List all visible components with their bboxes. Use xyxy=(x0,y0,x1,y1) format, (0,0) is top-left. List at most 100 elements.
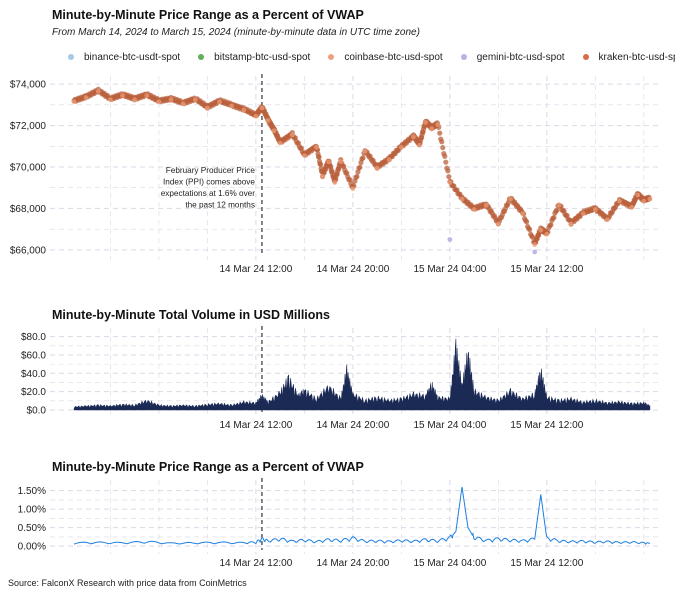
legend: binance-btc-usdt-spot bitstamp-btc-usd-s… xyxy=(68,48,675,66)
chart1-title: Minute-by-Minute Price Range as a Percen… xyxy=(52,8,364,22)
price-point-coinbase xyxy=(641,198,647,204)
price-point xyxy=(439,139,445,145)
price-point xyxy=(443,159,449,165)
range-line xyxy=(73,486,650,545)
price-point xyxy=(527,226,533,233)
legend-label: coinbase-btc-usd-spot xyxy=(344,51,443,63)
annotation-text: Index (PPI) comes above xyxy=(163,178,255,187)
annotation-text: expectations at 1.6% over xyxy=(161,189,255,198)
y-tick-label: $72,000 xyxy=(10,121,47,132)
price-point-coinbase xyxy=(71,99,77,105)
price-point-coinbase xyxy=(192,97,198,103)
price-point-coinbase xyxy=(144,93,150,98)
price-point-coinbase xyxy=(417,142,422,148)
legend-label: kraken-btc-usd-spot xyxy=(598,51,675,63)
y-tick-label: $20.0 xyxy=(21,387,46,398)
price-point xyxy=(524,219,530,225)
price-point xyxy=(551,214,557,221)
x-tick-label: 15 Mar 24 12:00 xyxy=(510,558,583,569)
y-tick-label: $74,000 xyxy=(10,80,47,91)
legend-dot xyxy=(582,54,589,60)
legend-dot xyxy=(460,54,467,60)
price-point-coinbase xyxy=(83,95,89,101)
source-note: Source: FalconX Research with price data… xyxy=(8,578,247,588)
x-tick-label: 14 Mar 24 20:00 xyxy=(316,264,389,275)
x-tick-label: 14 Mar 24 20:00 xyxy=(316,420,389,431)
price-point-coinbase xyxy=(108,97,113,103)
x-tick-label: 15 Mar 24 12:00 xyxy=(510,264,583,275)
volume-area xyxy=(73,338,651,411)
price-point-coinbase xyxy=(617,198,622,204)
price-point-coinbase xyxy=(483,202,489,208)
price-point-coinbase xyxy=(647,196,653,202)
x-tick-label: 14 Mar 24 12:00 xyxy=(219,264,292,275)
price-point-gemini xyxy=(532,249,538,255)
price-point-coinbase xyxy=(568,221,574,227)
price-point xyxy=(437,130,443,136)
price-point-coinbase xyxy=(538,227,544,233)
price-point-coinbase xyxy=(241,107,247,113)
price-point-coinbase xyxy=(447,180,453,185)
price-point-coinbase xyxy=(217,99,222,105)
y-tick-label: $66,000 xyxy=(10,245,47,256)
price-point xyxy=(316,154,322,160)
price-point xyxy=(360,155,366,161)
price-point-coinbase xyxy=(635,192,641,198)
price-point-coinbase xyxy=(605,217,610,223)
price-point-coinbase xyxy=(532,242,538,248)
price-point-coinbase xyxy=(398,144,404,150)
y-tick-label: $80.0 xyxy=(21,332,46,343)
price-point-coinbase xyxy=(580,211,586,217)
price-point-coinbase xyxy=(168,97,174,103)
price-point-coinbase xyxy=(205,105,210,111)
price-point xyxy=(445,168,451,174)
x-tick-label: 15 Mar 24 12:00 xyxy=(510,420,583,431)
y-tick-label: $40.0 xyxy=(21,369,46,380)
price-point-coinbase xyxy=(423,120,429,125)
price-point-coinbase xyxy=(629,204,635,210)
legend-item: binance-btc-usdt-spot xyxy=(68,52,180,63)
price-point xyxy=(354,173,360,180)
legend-item: coinbase-btc-usd-spot xyxy=(328,51,443,63)
price-point-coinbase xyxy=(374,165,380,171)
price-point-coinbase xyxy=(156,99,162,105)
chart3-title: Minute-by-Minute Price Range as a Percen… xyxy=(52,460,364,474)
y-tick-label: $70,000 xyxy=(10,163,47,174)
price-point-coinbase xyxy=(132,97,138,103)
legend-dot xyxy=(68,54,74,60)
price-point-coinbase xyxy=(350,186,356,192)
y-tick-label: 0.00% xyxy=(18,542,46,553)
price-point-coinbase xyxy=(95,88,101,94)
price-point-coinbase xyxy=(326,159,332,165)
price-point-coinbase xyxy=(556,202,562,208)
legend-label: bitstamp-btc-usd-spot xyxy=(214,51,311,63)
y-tick-label: $60.0 xyxy=(21,350,46,361)
price-point-coinbase xyxy=(592,207,598,212)
legend-dot xyxy=(198,54,205,60)
price-point xyxy=(446,174,452,180)
legend-item: bitstamp-btc-usd-spot xyxy=(198,52,310,63)
x-tick-label: 14 Mar 24 20:00 xyxy=(316,558,389,569)
price-point xyxy=(442,153,448,159)
price-point xyxy=(548,222,554,228)
y-tick-label: 1.00% xyxy=(18,505,46,516)
legend-item: kraken-btc-usd-spot xyxy=(582,51,675,63)
y-tick-label: 0.50% xyxy=(18,523,46,534)
price-point-coinbase xyxy=(120,93,125,98)
price-point-coinbase xyxy=(332,180,338,185)
price-point-gemini xyxy=(447,237,453,242)
chart2-title: Minute-by-Minute Total Volume in USD Mil… xyxy=(52,308,330,322)
price-point-coinbase xyxy=(289,132,295,138)
volume-chart: $0.0 $20.0 $40.0 $60.0 $80.0 14 Mar 24 12:00 1… xyxy=(21,326,662,431)
y-tick-label: $68,000 xyxy=(10,204,47,215)
price-point-coinbase xyxy=(320,173,325,179)
y-tick-label: 1.50% xyxy=(18,486,46,497)
price-point xyxy=(357,164,363,170)
legend-label: binance-btc-usdt-spot xyxy=(84,51,181,63)
price-point-coinbase xyxy=(301,153,307,159)
legend-label: gemini-btc-usd-spot xyxy=(476,51,565,63)
x-tick-label: 15 Mar 24 04:00 xyxy=(413,264,486,275)
price-point-coinbase xyxy=(180,101,186,107)
price-point-coinbase xyxy=(520,211,525,217)
price-point-coinbase xyxy=(259,105,265,111)
